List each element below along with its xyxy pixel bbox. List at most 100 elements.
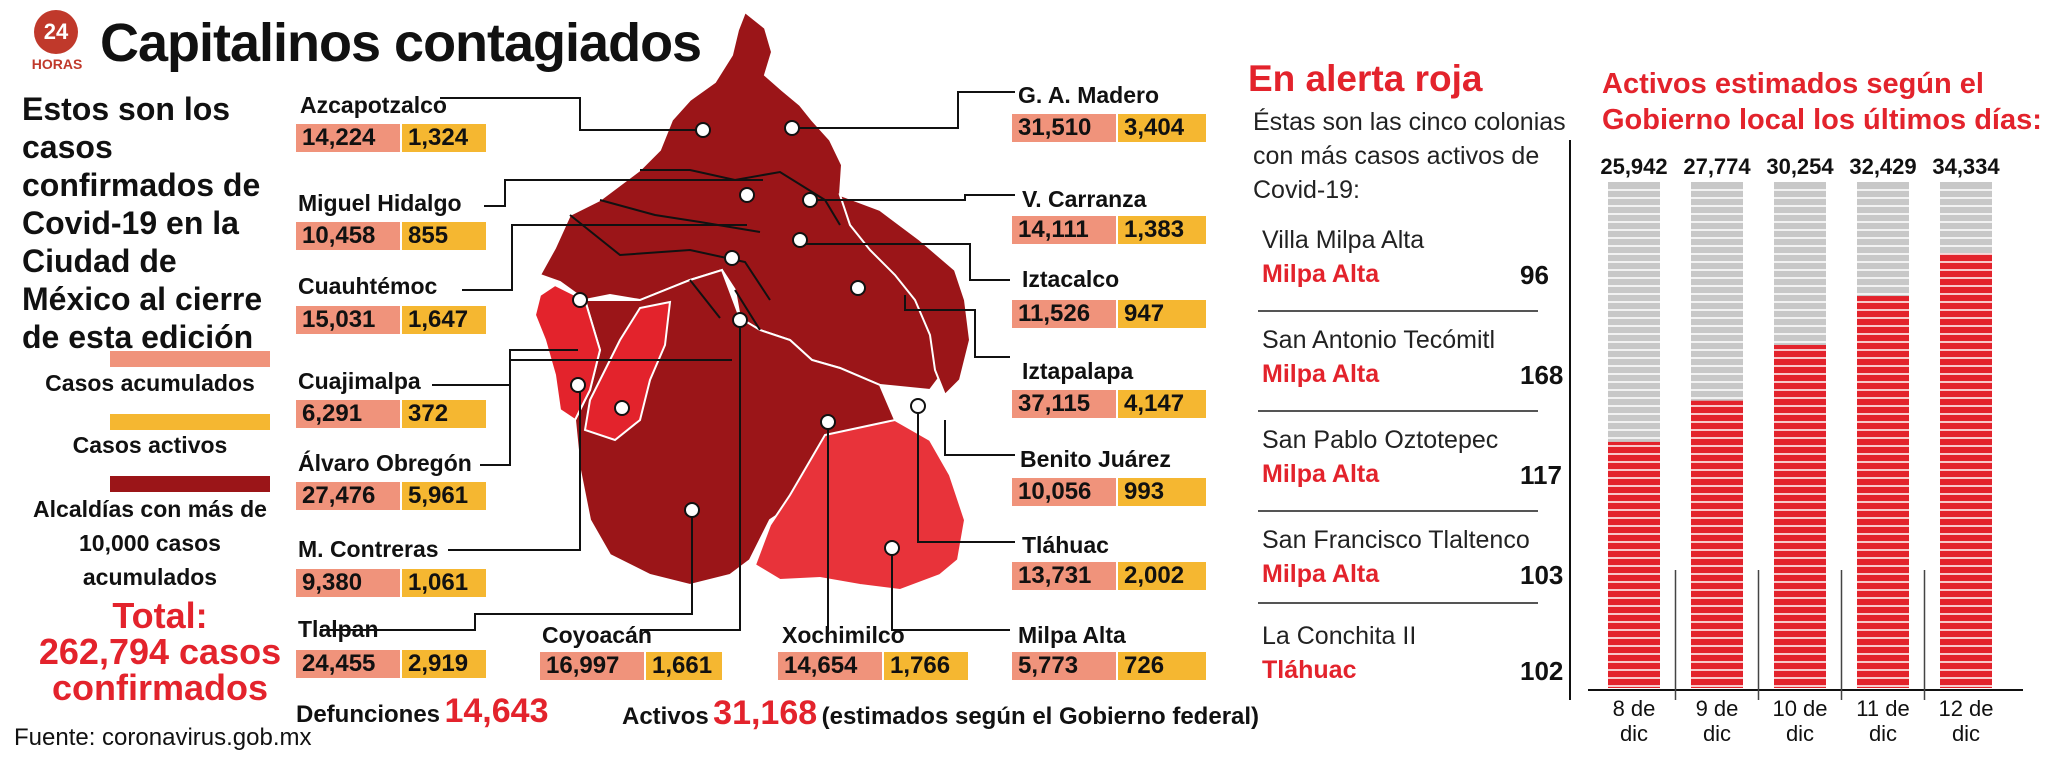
legend-label-accumulated: Casos acumulados: [45, 370, 255, 396]
borough-active: 1,661: [646, 652, 722, 680]
total-cases: Total: 262,794 casos confirmados: [20, 598, 300, 706]
borough-active: 5,961: [402, 482, 486, 510]
borough-active: 4,147: [1118, 390, 1206, 418]
chart-title: Activos estimados según el Gobierno loca…: [1602, 68, 2042, 136]
total-line-1: Total:: [112, 595, 208, 636]
logo-mark: 24: [34, 10, 78, 54]
category-label: 10 de: [1772, 696, 1827, 721]
borough-accumulated: 16,997: [540, 652, 644, 680]
borough-active: 3,404: [1118, 114, 1206, 142]
leader-coyoacan: [640, 320, 741, 631]
value-label: 27,774: [1683, 154, 1751, 179]
leader-iztacalco: [800, 243, 1010, 281]
colonia-name: La Conchita II: [1262, 622, 1417, 650]
borough-accumulated: 24,455: [296, 650, 400, 678]
actives-summary: Activos 31,168 (estimados según el Gobie…: [622, 694, 1259, 733]
actives-note: (estimados según el Gobierno federal): [821, 703, 1260, 730]
marker-xochimilco: [820, 414, 836, 430]
marker-tlalpan: [684, 502, 700, 518]
leader-ga-madero: [792, 91, 1015, 129]
colonia-alcaldia: Milpa Alta: [1262, 360, 1380, 388]
colonia-count: 103: [1520, 560, 1564, 590]
borough-name: Coyoacán: [542, 622, 652, 648]
borough-name: Xochimilco: [782, 622, 905, 648]
borough-active: 947: [1118, 300, 1206, 328]
bar: [1608, 441, 1660, 688]
logo: 24 HORAS: [28, 10, 86, 74]
category-label: dic: [1620, 721, 1648, 746]
category-label: 12 de: [1938, 696, 1993, 721]
value-label: 34,334: [1932, 154, 2000, 179]
value-label: 32,429: [1849, 154, 1916, 179]
borough-name: M. Contreras: [298, 536, 439, 562]
borough-name: Cuauhtémoc: [298, 273, 438, 299]
borough-name: Tlalpan: [298, 616, 379, 642]
colonia-count: 117: [1520, 460, 1562, 490]
colonia-name: Villa Milpa Alta: [1262, 226, 1425, 254]
borough-name: Miguel Hidalgo: [298, 190, 462, 216]
alert-description: Éstas son las cinco colonias con más cas…: [1253, 108, 1566, 204]
legend-label-active: Casos activos: [72, 432, 228, 458]
alert-title: En alerta roja: [1248, 58, 1483, 99]
category-label: 8 de: [1613, 696, 1656, 721]
marker-tlahuac: [910, 398, 926, 414]
leader-benito-juarez: [944, 420, 1015, 456]
map-markers: [570, 120, 926, 556]
colonia-alcaldia: Milpa Alta: [1262, 260, 1380, 288]
marker-cuajimalpa: [572, 292, 588, 308]
borough-accumulated: 11,526: [1012, 300, 1116, 328]
colonia-alcaldia: Milpa Alta: [1262, 460, 1380, 488]
borough-name: Cuajimalpa: [298, 368, 421, 394]
borough-name: Azcapotzalco: [300, 92, 447, 118]
borough-active: 726: [1118, 652, 1206, 680]
divider: [1258, 510, 1538, 512]
leader-tlahuac: [917, 406, 1015, 543]
map-region-milpa-alta: [753, 418, 967, 592]
leader-cuauhtemoc: [462, 224, 747, 291]
borough-active: 855: [402, 222, 486, 250]
marker-cuauhtemoc: [724, 250, 740, 266]
actives-label: Activos: [622, 703, 709, 730]
borough-name: Tláhuac: [1022, 532, 1109, 558]
marker-benito-juarez: [732, 312, 748, 328]
borough-active: 1,383: [1118, 216, 1206, 244]
value-label: 30,254: [1766, 154, 1834, 179]
marker-contreras: [614, 400, 630, 416]
marker-iztapalapa: [850, 280, 866, 296]
borough-accumulated: 6,291: [296, 400, 400, 428]
leaders: [320, 91, 1015, 631]
bar: [1691, 400, 1743, 688]
bar: [1774, 344, 1826, 688]
marker-ga-madero: [784, 120, 800, 136]
divider: [1258, 310, 1538, 312]
borough-accumulated: 14,111: [1012, 216, 1116, 244]
colonia-name: San Francisco Tlaltenco: [1262, 526, 1530, 554]
borough-name: Benito Juárez: [1020, 446, 1171, 472]
leader-azcapotzalco: [440, 97, 703, 131]
borough-active: 1,647: [402, 306, 486, 334]
borough-accumulated: 10,056: [1012, 478, 1116, 506]
page-title: Capitalinos contagiados: [100, 13, 702, 73]
deaths-summary: Defunciones 14,643: [296, 692, 548, 731]
marker-alvaro-obregon: [570, 377, 586, 393]
borough-active: 2,919: [402, 650, 486, 678]
actives-value: 31,168: [713, 694, 818, 732]
borough-accumulated: 31,510: [1012, 114, 1116, 142]
leader-iztapalapa: [904, 295, 1010, 358]
borough-name: Álvaro Obregón: [298, 450, 472, 476]
borough-active: 1,324: [402, 124, 486, 152]
borough-active: 2,002: [1118, 562, 1206, 590]
colonia-alcaldia: Tláhuac: [1262, 656, 1357, 684]
borough-active: 993: [1118, 478, 1206, 506]
borough-accumulated: 27,476: [296, 482, 400, 510]
leader-tlalpan: [320, 510, 693, 631]
marker-azcapotzalco: [695, 122, 711, 138]
deaths-label: Defunciones: [296, 701, 441, 728]
colonia-name: San Antonio Tecómitl: [1262, 326, 1496, 354]
borough-name: Milpa Alta: [1018, 622, 1126, 648]
colonia-count: 168: [1520, 360, 1564, 390]
borough-name: Iztapalapa: [1022, 358, 1134, 384]
logo-word: HORAS: [31, 56, 83, 72]
